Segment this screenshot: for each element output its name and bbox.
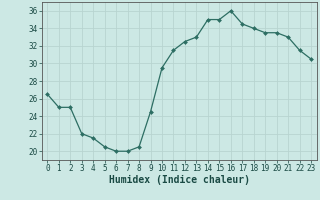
X-axis label: Humidex (Indice chaleur): Humidex (Indice chaleur) bbox=[109, 175, 250, 185]
